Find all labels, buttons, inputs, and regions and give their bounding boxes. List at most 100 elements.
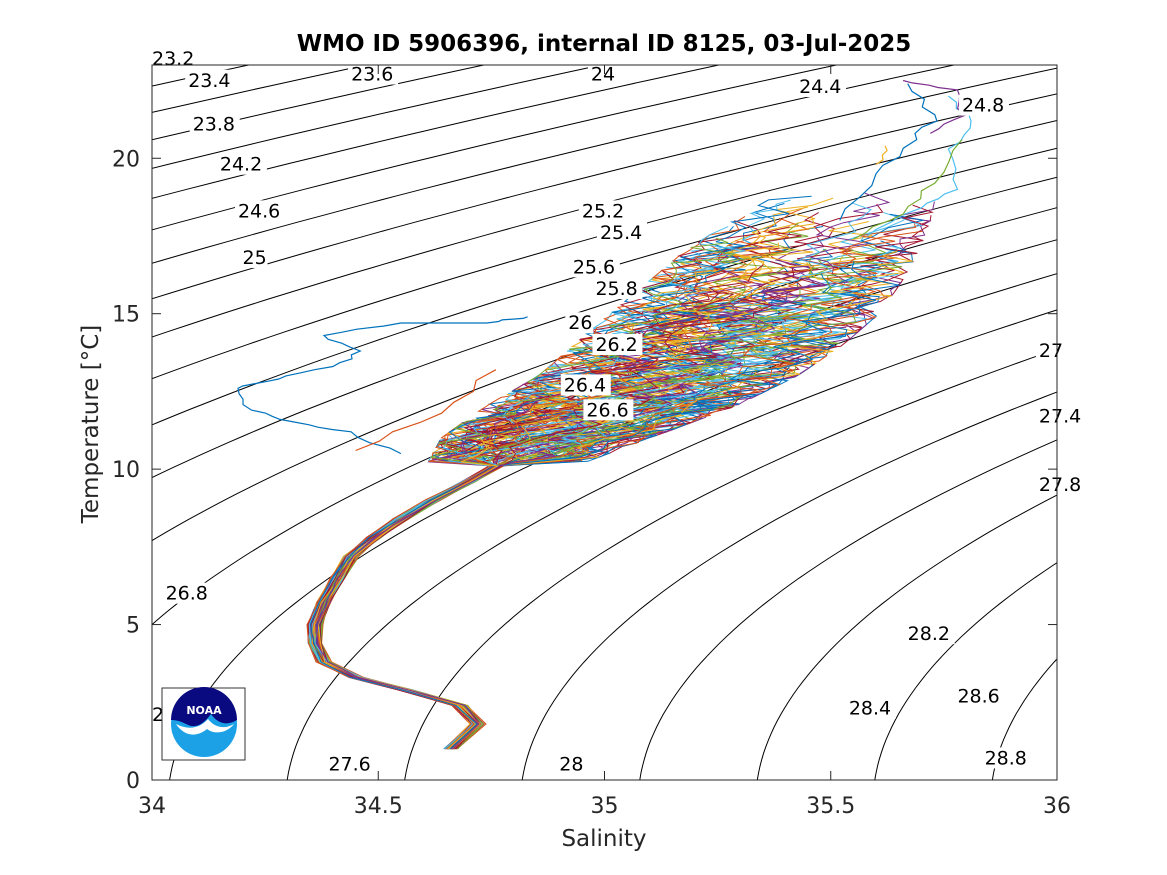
- density-contour-line: [874, 562, 1057, 780]
- y-tick-label: 10: [112, 458, 140, 483]
- contour-label-background: [592, 334, 643, 355]
- contour-label: 25.8: [595, 278, 637, 300]
- contour-label: 28.8: [985, 747, 1027, 769]
- contour-label: 24: [591, 64, 615, 86]
- density-contour-line: [152, 65, 722, 199]
- contour-label-background: [583, 399, 634, 421]
- density-contour-line: [152, 147, 1057, 426]
- contour-label-background: [845, 697, 896, 719]
- contour-label-background: [234, 200, 285, 222]
- logo-wave: [176, 719, 234, 735]
- contour-label-background: [348, 63, 399, 85]
- profile-line: [309, 261, 900, 750]
- contour-label-background: [954, 685, 1005, 707]
- density-contour-line: [152, 207, 1057, 542]
- contour-label: 27: [1039, 340, 1063, 362]
- y-axis-ticks: 0 5 10 15 20: [112, 147, 1057, 794]
- contour-label-background: [596, 222, 647, 244]
- density-contour-line: [152, 65, 839, 231]
- density-contour-line: [152, 67, 1057, 300]
- contour-label: 24.4: [799, 76, 841, 98]
- profile-line: [308, 226, 746, 750]
- outlier-profile-line: [237, 316, 528, 455]
- contour-label-background: [189, 113, 240, 135]
- outlier-profile-line: [866, 95, 972, 237]
- outlier-profile-line: [839, 83, 938, 221]
- density-contour-line: [152, 93, 1057, 338]
- y-tick-label: 15: [112, 303, 140, 328]
- x-axis-label: Salinity: [561, 826, 646, 852]
- contour-label-background: [592, 278, 643, 300]
- contour-label: 23.8: [193, 113, 235, 135]
- contour-label-background: [325, 753, 376, 775]
- density-contour-line: [756, 494, 1057, 780]
- contour-label: 28.4: [849, 698, 891, 720]
- density-contour-line: [1108, 34, 1167, 811]
- density-contour-line: [639, 439, 1057, 780]
- contour-label: 23.2: [152, 48, 194, 70]
- contour-label: 26.8: [166, 583, 208, 605]
- density-contour-line: [991, 658, 1057, 780]
- contour-label-background: [1035, 473, 1086, 495]
- contour-label: 24.6: [238, 200, 280, 222]
- contour-label-background: [796, 75, 847, 97]
- y-tick-label: 20: [112, 147, 140, 172]
- profile-line: [319, 297, 774, 750]
- contour-label-background: [556, 753, 585, 775]
- contour-label-background: [1035, 405, 1086, 427]
- profile-line: [315, 449, 557, 750]
- contour-label: 24.2: [220, 154, 262, 176]
- x-tick-label: 35: [591, 794, 619, 819]
- x-tick-label: 36: [1043, 794, 1071, 819]
- contour-label-background: [560, 374, 611, 396]
- contour-label-background: [239, 246, 268, 268]
- contour-label: 26.4: [564, 374, 606, 396]
- density-contour-line: [152, 176, 1057, 479]
- contour-label: 25.6: [573, 256, 615, 278]
- contour-label: 26.6: [586, 399, 628, 421]
- contour-label: 27.4: [1039, 406, 1081, 428]
- contour-label-background: [587, 63, 616, 85]
- contour-label: 28.6: [957, 685, 999, 707]
- density-contour-line: [152, 65, 604, 169]
- profile-line: [320, 237, 735, 750]
- contour-label: 27.8: [1039, 474, 1081, 496]
- x-tick-label: 34.5: [354, 794, 403, 819]
- contour-label: 25.4: [600, 222, 642, 244]
- contour-label-background: [569, 256, 620, 278]
- chart-title: WMO ID 5906396, internal ID 8125, 03-Jul…: [297, 31, 912, 57]
- contour-label-background: [185, 69, 236, 91]
- profile-line: [314, 344, 688, 750]
- y-axis-label: Temperature [°C]: [78, 325, 104, 525]
- contour-label: 23.4: [188, 70, 230, 92]
- profile-lines: [237, 79, 972, 750]
- contour-label-background: [958, 94, 1009, 116]
- profile-line: [311, 250, 914, 750]
- outlier-profile-line: [355, 369, 497, 452]
- x-tick-label: 35.5: [806, 794, 855, 819]
- outlier-profile-line: [875, 145, 888, 165]
- y-tick-label: 5: [126, 614, 140, 639]
- contour-label-background: [578, 200, 629, 222]
- density-contour-line: [286, 309, 1057, 780]
- contour-label-background: [162, 582, 213, 604]
- contour-label: 24.8: [962, 95, 1004, 117]
- contour-label: 23.6: [351, 64, 393, 86]
- contour-label: 27.6: [328, 754, 370, 776]
- contour-label-background: [149, 48, 199, 69]
- density-contour-line: [521, 391, 1057, 780]
- noaa-logo: NOAA: [161, 687, 246, 761]
- contour-label: 25: [243, 247, 267, 269]
- contour-label-background: [981, 747, 1032, 769]
- contour-label: 26.2: [595, 334, 637, 356]
- y-tick-label: 0: [126, 769, 140, 794]
- profile-line: [306, 223, 917, 750]
- contour-label-background: [216, 153, 267, 175]
- contour-label-background: [565, 312, 594, 334]
- density-contour-line: [404, 348, 1057, 780]
- logo-navy-half: [171, 687, 237, 727]
- x-tick-label: 34: [138, 794, 166, 819]
- contour-label: 26: [568, 312, 592, 334]
- outlier-profile-line: [853, 139, 963, 240]
